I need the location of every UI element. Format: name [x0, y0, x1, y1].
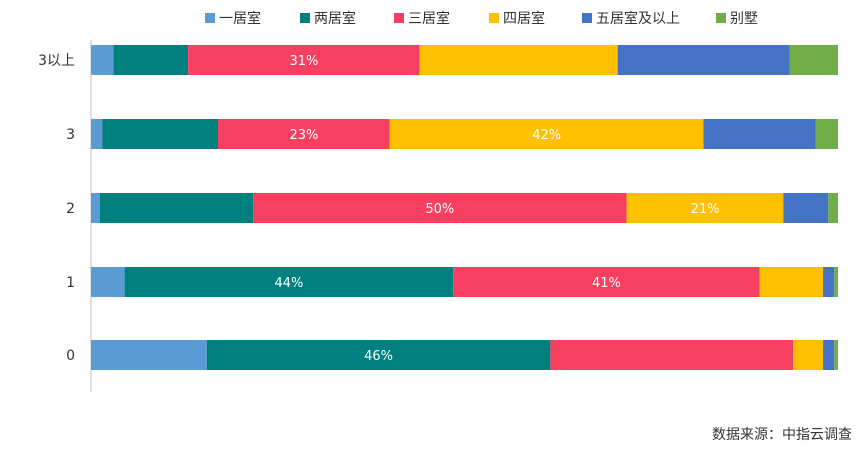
bar-segment-4-3: [793, 340, 824, 370]
category-label-0: 3以上: [38, 53, 75, 69]
data-label-0: 31%: [289, 54, 318, 69]
data-label-5: 44%: [275, 276, 304, 291]
data-label-2: 42%: [532, 128, 561, 143]
bar-segment-1-3: [389, 119, 704, 149]
bar-segment-3-5: [834, 267, 838, 297]
bar-segment-3-3: [759, 267, 824, 297]
bar-segment-2-0: [91, 193, 100, 223]
bar-segment-2-2: [253, 193, 627, 223]
legend-label-3: 四居室: [503, 10, 545, 27]
legend-label-1: 两居室: [314, 10, 356, 27]
bar-segment-4-4: [823, 340, 835, 370]
bar-segment-0-0: [91, 45, 114, 75]
legend-label-5: 别墅: [730, 11, 758, 27]
bar-segment-0-3: [419, 45, 618, 75]
bar-segment-0-5: [789, 45, 838, 75]
category-label-2: 2: [66, 201, 75, 217]
bar-segment-0-2: [188, 45, 420, 75]
data-label-3: 50%: [425, 202, 454, 217]
category-label-1: 3: [66, 127, 75, 143]
legend-label-0: 一居室: [219, 10, 261, 27]
category-label-4: 0: [66, 348, 75, 364]
data-labels: 31% 23% 42% 50% 21% 44% 41% 46%: [275, 54, 720, 364]
bar-segment-4-2: [550, 340, 794, 370]
legend-swatch-1: [300, 13, 310, 23]
bar-segment-3-0: [91, 267, 125, 297]
bar-segment-4-0: [91, 340, 207, 370]
data-label-7: 46%: [364, 349, 393, 364]
bar-segment-1-5: [815, 119, 838, 149]
source-note: 数据来源：中指云调查: [712, 427, 852, 443]
legend-swatch-3: [489, 13, 499, 23]
bar-segment-4-1: [206, 340, 551, 370]
bar-segment-0-1: [113, 45, 189, 75]
bar-segment-1-0: [91, 119, 103, 149]
category-label-3: 1: [66, 275, 75, 291]
bar-segment-2-1: [99, 193, 254, 223]
bar-segment-3-1: [124, 267, 454, 297]
legend-label-4: 五居室及以上: [596, 10, 680, 27]
bars: [91, 45, 838, 370]
bar-segment-3-4: [823, 267, 835, 297]
bar-segment-4-5: [834, 340, 838, 370]
data-label-1: 23%: [289, 128, 318, 143]
data-label-6: 41%: [592, 276, 621, 291]
bar-segment-1-2: [217, 119, 390, 149]
legend-swatch-4: [582, 13, 592, 23]
legend-swatch-2: [394, 13, 404, 23]
bar-segment-1-4: [703, 119, 816, 149]
legend: 一居室 两居室 三居室 四居室 五居室及以上 别墅: [205, 10, 758, 27]
legend-swatch-0: [205, 13, 215, 23]
legend-swatch-5: [716, 13, 726, 23]
bar-segment-1-1: [102, 119, 218, 149]
bar-segment-2-4: [783, 193, 829, 223]
bar-segment-2-3: [626, 193, 784, 223]
data-label-4: 21%: [691, 202, 720, 217]
bar-segment-2-5: [828, 193, 838, 223]
category-labels: 3以上 3 2 1 0: [38, 53, 75, 364]
legend-label-2: 三居室: [408, 10, 450, 27]
bar-segment-0-4: [617, 45, 790, 75]
bar-segment-3-2: [453, 267, 760, 297]
